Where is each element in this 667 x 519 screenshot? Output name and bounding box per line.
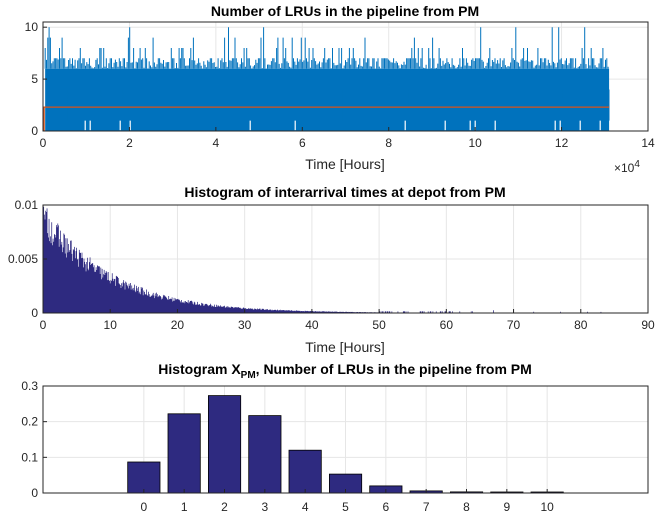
plot-1-ytick-label: 0 <box>31 124 38 138</box>
plot-3-xtick-label: 2 <box>221 500 228 514</box>
plot-3-title-subscript: PM <box>241 370 256 381</box>
plot-1-series-upper-dips <box>49 89 610 121</box>
plot-3-xtick-label: 0 <box>140 500 147 514</box>
plot-1-series-spikes <box>44 27 609 69</box>
plot-1: Number of LRUs in the pipeline from PM 0… <box>25 3 655 175</box>
plot-2-xtick-label: 90 <box>641 318 655 332</box>
plot-3-xtick-label: 7 <box>423 500 430 514</box>
plot-3: Histogram XPM, Number of LRUs in the pip… <box>21 361 649 514</box>
plot-3-xtick-label: 6 <box>382 500 389 514</box>
plot-2-xtick-label: 20 <box>171 318 185 332</box>
plot-1-xtick-label: 8 <box>385 136 392 150</box>
plot-1-xtick-label: 12 <box>555 136 569 150</box>
plot-3-title: Histogram XPM, Number of LRUs in the pip… <box>158 361 532 381</box>
plot-1-xtick-label: 0 <box>40 136 47 150</box>
plot-1-x-exponent: ×104 <box>614 159 640 175</box>
plot-3-bar <box>167 413 201 494</box>
plot-1-xtick-label: 6 <box>299 136 306 150</box>
plot-3-xtick-label: 10 <box>540 500 554 514</box>
plot-2-xtick-label: 30 <box>238 318 252 332</box>
plot-1-x-exponent-base: ×10 <box>614 161 635 175</box>
plot-1-ytick-label: 10 <box>25 20 39 34</box>
plot-2-xtick-label: 80 <box>574 318 588 332</box>
plot-2-ytick-label: 0.005 <box>8 252 38 266</box>
plot-2-ticks: 0 10 20 30 40 50 60 70 80 90 0 0.005 0.01 <box>8 198 655 332</box>
plot-1-series-gaps <box>84 120 601 131</box>
plot-3-xtick-label: 9 <box>503 500 510 514</box>
plot-3-xtick-label: 5 <box>342 500 349 514</box>
plot-3-xtick-label: 4 <box>302 500 309 514</box>
plot-3-ytick-label: 0.1 <box>21 450 38 464</box>
plot-1-axes-box <box>42 21 649 132</box>
plot-1-xtick-label: 10 <box>468 136 482 150</box>
plot-2-xtick-label: 70 <box>507 318 521 332</box>
plot-1-xtick-label: 14 <box>641 136 655 150</box>
plot-1-xtick-label: 4 <box>213 136 220 150</box>
plot-3-bar <box>288 449 322 494</box>
plot-2-ytick-label: 0.01 <box>15 198 39 212</box>
plot-3-title-rest: , Number of LRUs in the pipeline from PM <box>256 361 532 377</box>
plot-3-ytick-label: 0.2 <box>21 415 38 429</box>
plot-1-ytick-label: 5 <box>31 72 38 86</box>
plot-3-bar <box>127 461 161 494</box>
plot-3-title-main: Histogram X <box>158 361 241 377</box>
plot-3-bar <box>248 415 282 494</box>
plot-2-xtick-label: 10 <box>104 318 118 332</box>
plot-3-xtick-label: 8 <box>463 500 470 514</box>
plot-1-x-exponent-power: 4 <box>634 159 640 170</box>
plot-3-xtick-label: 3 <box>261 500 268 514</box>
plot-1-series-red <box>43 106 610 131</box>
plot-1-title: Number of LRUs in the pipeline from PM <box>211 3 479 19</box>
plot-2-xlabel: Time [Hours] <box>305 339 385 355</box>
plot-2-xtick-label: 60 <box>440 318 454 332</box>
plot-2-xtick-label: 0 <box>40 318 47 332</box>
plot-1-xtick-label: 2 <box>126 136 133 150</box>
plot-2-xtick-label: 40 <box>305 318 319 332</box>
plot-2-title: Histogram of interarrival times at depot… <box>184 184 505 200</box>
plot-3-bar <box>207 395 242 494</box>
plot-1-ticks: 0 2 4 6 8 10 12 14 0 5 10 <box>25 20 655 150</box>
plot-2-ytick-label: 0 <box>31 306 38 320</box>
plot-1-series-blue <box>44 27 610 131</box>
plot-3-ytick-label: 0 <box>31 486 38 500</box>
plot-3-xtick-label: 1 <box>181 500 188 514</box>
plot-3-ytick-label: 0.3 <box>21 379 38 393</box>
plot-2: Histogram of interarrival times at depot… <box>8 184 655 355</box>
plot-1-xlabel: Time [Hours] <box>305 156 385 172</box>
plot-3-ticks: 0 0.1 0.2 0.3 0 1 2 3 4 5 6 7 8 9 10 <box>21 379 554 514</box>
plot-2-xtick-label: 50 <box>372 318 386 332</box>
